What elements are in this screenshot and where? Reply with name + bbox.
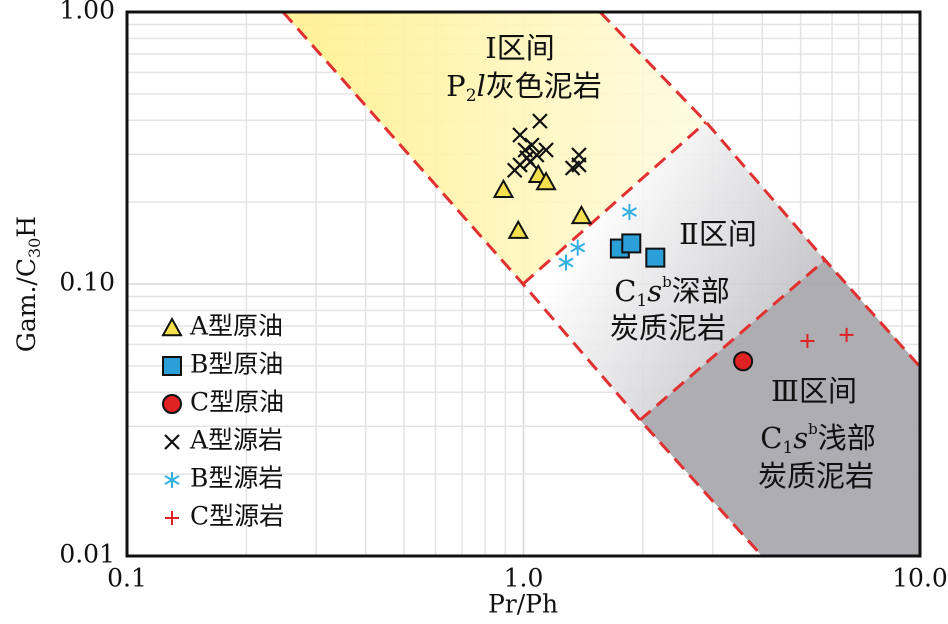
t: 1 [636, 291, 647, 311]
legend-label: A型原油 [189, 312, 283, 341]
zone-3-rock: C1sb浅部 [760, 420, 876, 458]
marker [522, 154, 539, 170]
marker [800, 334, 815, 349]
t: 2 [466, 86, 477, 106]
zones [281, 12, 920, 556]
t: b [808, 420, 818, 438]
zone-1 [283, 12, 706, 284]
asterisk [164, 472, 180, 488]
zone-2-name: Ⅱ区间 [679, 217, 757, 251]
marker [571, 157, 587, 173]
t: l [477, 69, 486, 103]
triangle [570, 204, 593, 225]
zone-3-rock2: 炭质泥岩 [758, 459, 874, 493]
marker [164, 434, 180, 450]
marker [507, 219, 529, 239]
cross [524, 137, 540, 153]
y-tick-label: 0.10 [59, 268, 115, 297]
cross [517, 142, 533, 158]
zone-2-rock: C1sb深部 [614, 273, 730, 311]
x-axis-title: Pr/Ph [488, 590, 558, 619]
marker [558, 254, 574, 271]
zone-borders [281, 12, 920, 556]
t: H [12, 216, 41, 238]
legend-label: C型原油 [190, 388, 284, 417]
square [645, 247, 666, 268]
x-tick-label: 10.0 [892, 564, 948, 593]
plot-frame [125, 10, 922, 558]
marker [570, 239, 586, 256]
triangle [535, 171, 557, 191]
marker [492, 178, 515, 198]
zone-1-name: Ⅰ区间 [485, 31, 554, 65]
asterisk [570, 239, 586, 256]
marker [161, 316, 183, 337]
marker [621, 233, 642, 254]
cross [532, 113, 548, 129]
t: 1 [782, 438, 793, 458]
cross [571, 157, 587, 173]
marker [164, 472, 180, 488]
legend-label: A型源岩 [189, 426, 283, 455]
y-tick-label: 0.01 [59, 540, 115, 569]
marker [506, 162, 523, 178]
marker [165, 511, 179, 525]
y-axis-title: Gam./C30H [12, 216, 44, 352]
t: b [662, 273, 672, 291]
t: 灰色泥岩 [486, 69, 602, 103]
cross [538, 142, 554, 158]
zone-2 [523, 122, 825, 420]
square [621, 233, 642, 254]
zone-3-name: Ⅲ区间 [771, 374, 857, 408]
t: C [614, 274, 636, 308]
marker [162, 356, 182, 376]
x-tick-label: 0.1 [107, 564, 147, 593]
marker [535, 171, 557, 191]
marker [512, 127, 528, 143]
asterisk [621, 203, 637, 220]
marker [733, 351, 754, 372]
marker [839, 327, 854, 342]
legend-label: B型原油 [190, 350, 283, 379]
cross [506, 162, 523, 178]
plus [165, 511, 179, 525]
plus [839, 327, 854, 342]
circle [162, 394, 182, 414]
t: 30 [25, 238, 44, 258]
marker [162, 394, 182, 414]
t: 浅部 [818, 421, 876, 455]
t: s [793, 421, 808, 455]
zone-2-rock2: 炭质泥岩 [610, 311, 726, 345]
marker [645, 247, 666, 268]
triangle [492, 178, 515, 198]
t: s [647, 274, 662, 308]
marker [532, 113, 548, 129]
cross [522, 154, 539, 170]
triangle [507, 219, 529, 239]
cross [164, 434, 180, 450]
marker [517, 142, 533, 158]
square [162, 356, 182, 376]
marker [621, 203, 637, 220]
legend: A型原油 B型原油 C型原油 A型源岩 B型源岩 C型源岩 [161, 312, 284, 531]
y-tick-label: 1.00 [59, 0, 115, 25]
triangle [161, 316, 183, 337]
plus [800, 334, 815, 349]
marker [570, 204, 593, 225]
marker [524, 137, 540, 153]
asterisk [558, 254, 574, 271]
marker [538, 142, 554, 158]
t: C [760, 421, 782, 455]
t: Gam./C [12, 258, 41, 352]
cross [512, 127, 528, 143]
circle [733, 351, 754, 372]
marks [492, 113, 854, 372]
legend-label: C型源岩 [190, 502, 284, 531]
x-tick-label: 1.0 [504, 564, 544, 593]
zone-1-rock: P2l灰色泥岩 [446, 69, 602, 106]
t: P [446, 69, 466, 103]
t: 深部 [672, 274, 730, 308]
legend-label: B型源岩 [190, 464, 283, 493]
